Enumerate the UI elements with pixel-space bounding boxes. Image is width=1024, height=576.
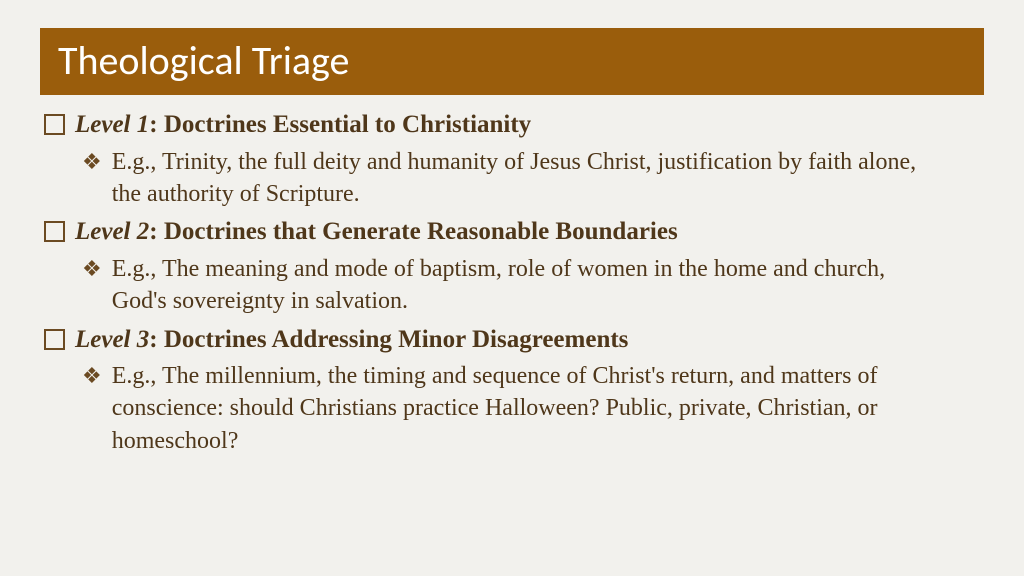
- level-label: Level 2: [75, 218, 149, 245]
- level-title: Level 3: Doctrines Addressing Minor Disa…: [75, 324, 628, 357]
- level-item: Level 2: Doctrines that Generate Reasona…: [44, 216, 980, 317]
- level-item: Level 1: Doctrines Essential to Christia…: [44, 109, 980, 210]
- example-row: ❖ E.g., The millennium, the timing and s…: [44, 360, 980, 457]
- level-heading-text: : Doctrines that Generate Reasonable Bou…: [149, 218, 677, 245]
- example-text: E.g., Trinity, the full deity and humani…: [112, 146, 932, 211]
- example-text: E.g., The millennium, the timing and seq…: [112, 360, 932, 457]
- level-title: Level 2: Doctrines that Generate Reasona…: [75, 216, 678, 249]
- slide-content: Level 1: Doctrines Essential to Christia…: [40, 109, 984, 457]
- level-heading-text: : Doctrines Addressing Minor Disagreemen…: [149, 326, 628, 353]
- example-row: ❖ E.g., The meaning and mode of baptism,…: [44, 253, 980, 318]
- square-bullet-icon: [44, 329, 65, 350]
- level-heading-row: Level 3: Doctrines Addressing Minor Disa…: [44, 324, 980, 357]
- slide-title: Theological Triage: [40, 28, 984, 95]
- level-label: Level 3: [75, 326, 149, 353]
- square-bullet-icon: [44, 221, 65, 242]
- level-heading-text: : Doctrines Essential to Christianity: [149, 111, 531, 138]
- diamond-bullet-icon: ❖: [82, 148, 102, 177]
- level-item: Level 3: Doctrines Addressing Minor Disa…: [44, 324, 980, 458]
- level-heading-row: Level 2: Doctrines that Generate Reasona…: [44, 216, 980, 249]
- example-row: ❖ E.g., Trinity, the full deity and huma…: [44, 146, 980, 211]
- diamond-bullet-icon: ❖: [82, 362, 102, 391]
- diamond-bullet-icon: ❖: [82, 255, 102, 284]
- level-heading-row: Level 1: Doctrines Essential to Christia…: [44, 109, 980, 142]
- example-text: E.g., The meaning and mode of baptism, r…: [112, 253, 932, 318]
- slide-container: Theological Triage Level 1: Doctrines Es…: [0, 0, 1024, 576]
- square-bullet-icon: [44, 114, 65, 135]
- level-label: Level 1: [75, 111, 149, 138]
- level-title: Level 1: Doctrines Essential to Christia…: [75, 109, 531, 142]
